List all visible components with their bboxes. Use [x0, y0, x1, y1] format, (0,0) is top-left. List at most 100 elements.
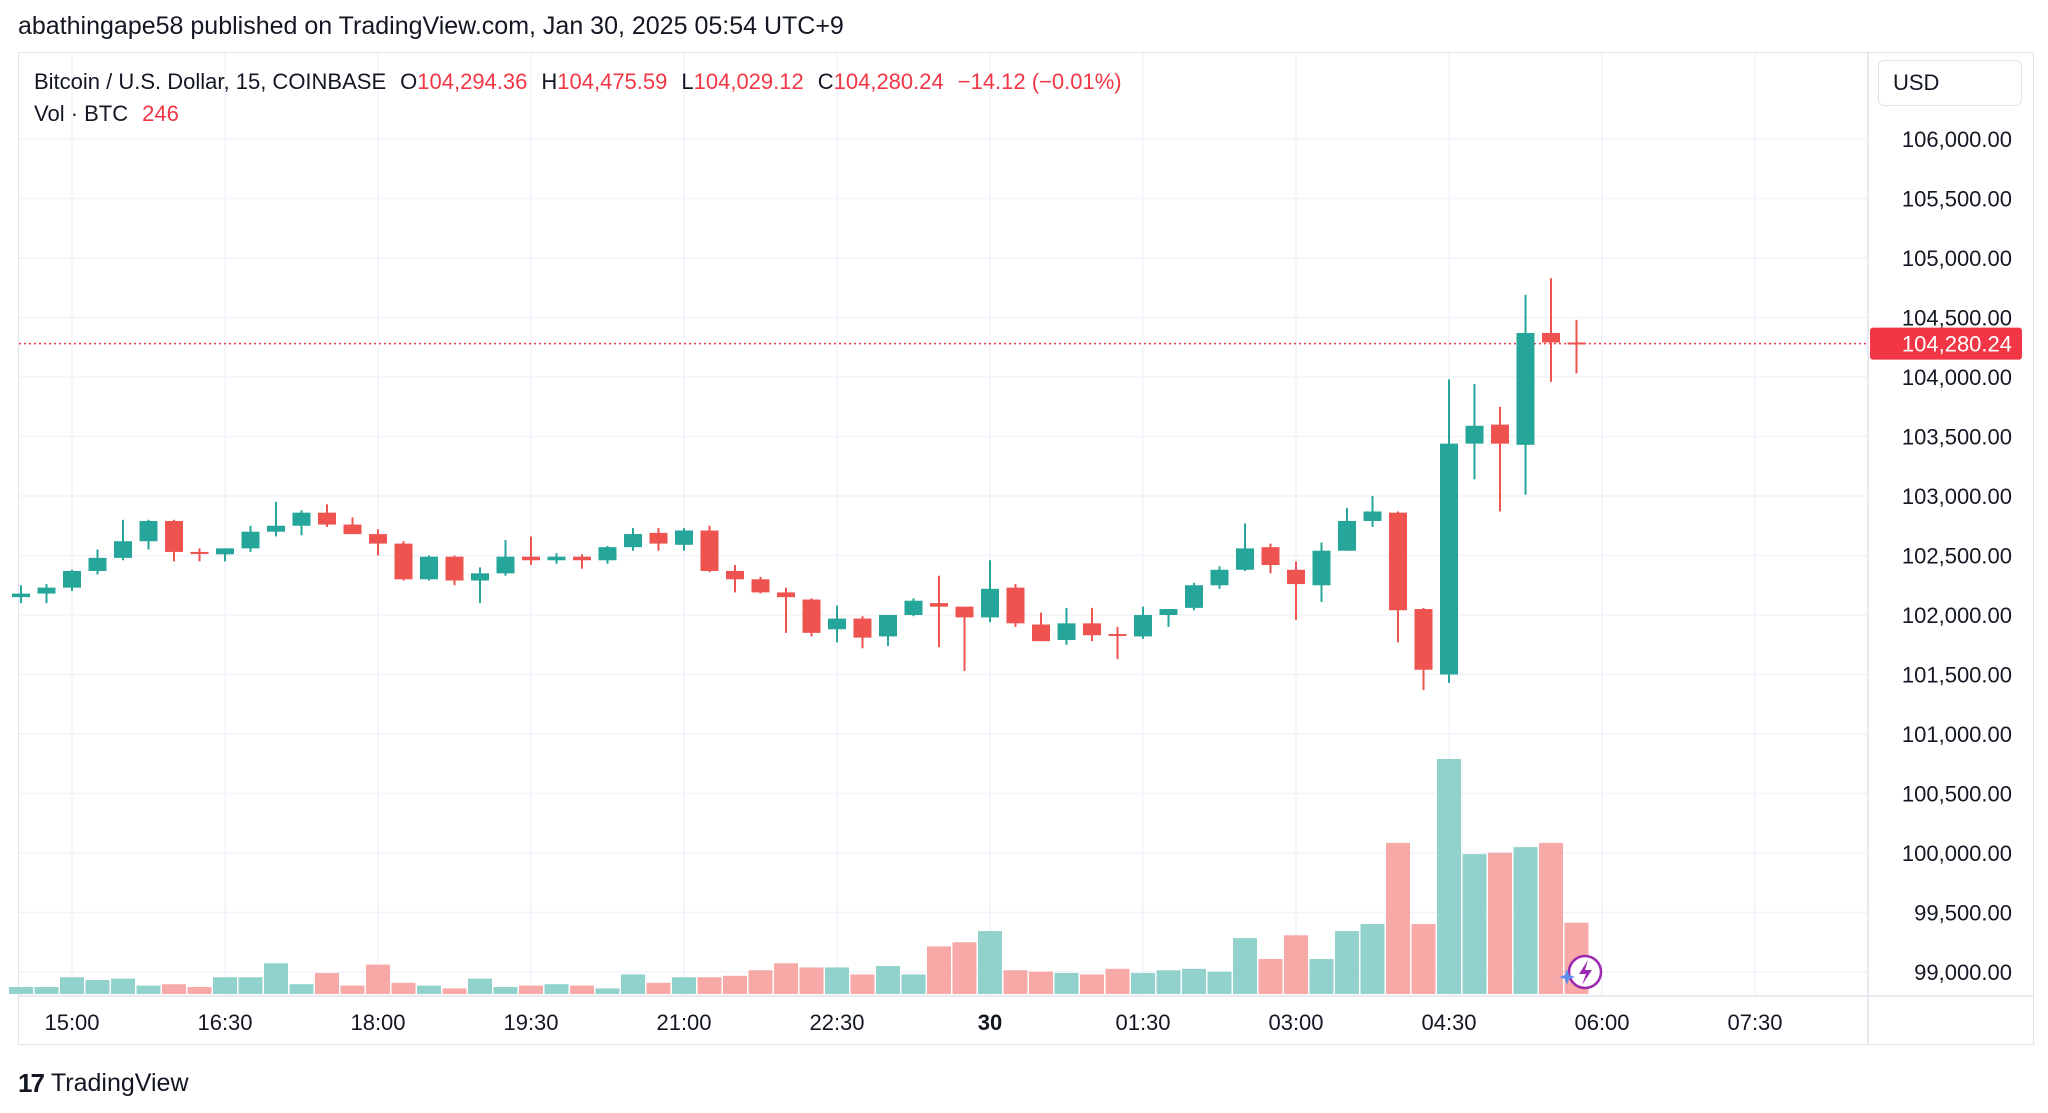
time-tick-label: 18:00 [350, 1010, 405, 1035]
lightning-alert-icon[interactable] [1559, 954, 1603, 990]
time-tick-label: 15:00 [44, 1010, 99, 1035]
volume-bar [187, 987, 212, 994]
volume-bar [672, 977, 696, 994]
candle-body [1210, 569, 1229, 586]
volume-value: 246 [142, 101, 179, 126]
volume-bar [646, 982, 671, 994]
time-tick-label: 30 [978, 1010, 1002, 1035]
chart-legend: Bitcoin / U.S. Dollar, 15, COINBASE O104,… [34, 66, 1122, 130]
candle-body [624, 534, 642, 548]
volume-bar [60, 977, 84, 994]
volume-bar [1054, 973, 1079, 994]
candle-body [573, 556, 591, 561]
volume-bar [1080, 974, 1104, 994]
candle-body [1108, 634, 1127, 637]
candle-body [1134, 615, 1152, 637]
candle-body [1287, 569, 1305, 585]
price-tick-label: 100,500.00 [1902, 782, 2012, 807]
volume-bar [952, 942, 977, 994]
candle-body [267, 525, 285, 532]
chart-grid [19, 53, 2034, 1045]
candle-body [190, 551, 209, 554]
currency-selector[interactable]: USD [1878, 60, 2022, 106]
high-value: 104,475.59 [557, 69, 668, 94]
volume-bar [1131, 973, 1155, 994]
tradingview-logo-icon: 17 [18, 1068, 45, 1098]
candle-body [63, 570, 81, 588]
symbol-label[interactable]: Bitcoin / U.S. Dollar, 15, COINBASE [34, 69, 387, 94]
candle-body [1440, 443, 1458, 675]
volume-bar [1437, 759, 1461, 994]
candle-body [139, 520, 158, 542]
candle-body [1159, 609, 1178, 615]
candles [12, 278, 1586, 690]
chart-frame [18, 52, 2034, 1045]
candle-body [471, 573, 489, 581]
volume-bar [468, 978, 492, 994]
volume-bar [901, 974, 926, 994]
candle-body [12, 593, 30, 598]
volume-bar [1360, 924, 1385, 994]
price-tick-label: 104,500.00 [1902, 306, 2012, 331]
volume-bar [1003, 970, 1028, 994]
candle-body [1261, 547, 1280, 566]
legend-ohlc-row: Bitcoin / U.S. Dollar, 15, COINBASE O104,… [34, 66, 1122, 98]
low-value: 104,029.12 [693, 69, 804, 94]
volume-bar [978, 931, 1002, 994]
candle-body [777, 592, 795, 598]
open-value: 104,294.36 [417, 69, 528, 94]
lightning-bolt [1579, 960, 1592, 985]
volume-label[interactable]: Vol · BTC [34, 101, 129, 126]
volume-bar [1105, 968, 1130, 994]
time-tick-label: 21:00 [656, 1010, 711, 1035]
volume-bar [162, 984, 186, 994]
time-tick-label: 07:30 [1727, 1010, 1782, 1035]
volume-bar [1309, 959, 1334, 994]
volume-bar [544, 984, 569, 994]
candle-body [37, 587, 56, 594]
volume-bar [1284, 935, 1308, 994]
candle-body [241, 531, 260, 549]
tradingview-logo[interactable]: 17 TradingView [18, 1068, 189, 1099]
volume-bar [366, 964, 390, 994]
volume-bar [1488, 852, 1512, 994]
volume-bar [876, 966, 900, 994]
candle-body [1185, 585, 1203, 608]
candle-body [420, 556, 438, 580]
price-tick-label: 102,000.00 [1902, 603, 2012, 628]
candle-body [598, 547, 617, 561]
volume-bar [1539, 842, 1563, 994]
candle-body [216, 548, 234, 555]
volume-bar [289, 984, 314, 994]
volume-bar [315, 973, 339, 994]
candle-body [1491, 424, 1509, 444]
price-tick-label: 103,000.00 [1902, 484, 2012, 509]
candle-body [802, 599, 821, 633]
volume-bar [825, 967, 849, 994]
time-axis: 15:00 16:30 18:00 19:30 21:00 22:30 30 01:30 03:… [44, 1010, 1782, 1035]
candle-body [369, 534, 387, 544]
volume-bar [1335, 931, 1359, 994]
candle-body [879, 615, 897, 637]
candle-body [828, 618, 846, 630]
volume-bar [1233, 938, 1257, 994]
candle-body [1083, 623, 1101, 636]
low-label: L [681, 69, 694, 94]
candle-body [165, 520, 183, 552]
time-tick-label: 22:30 [809, 1010, 864, 1035]
last-price-tag-layer: 104,280.24 [1870, 327, 2022, 360]
price-tick-label: 106,000.00 [1902, 127, 2012, 152]
close-label: C [817, 69, 834, 94]
candle-body [955, 606, 974, 618]
volume-bar [1513, 847, 1538, 994]
volume-bar [264, 963, 288, 994]
volume-bar [85, 980, 110, 994]
volume-bar [417, 985, 441, 994]
high-label: H [541, 69, 558, 94]
candle-body [751, 579, 770, 593]
candle-body [853, 618, 872, 638]
candle-body [1236, 548, 1254, 570]
volume-bar [9, 987, 33, 994]
price-tick-label: 105,000.00 [1902, 246, 2012, 271]
